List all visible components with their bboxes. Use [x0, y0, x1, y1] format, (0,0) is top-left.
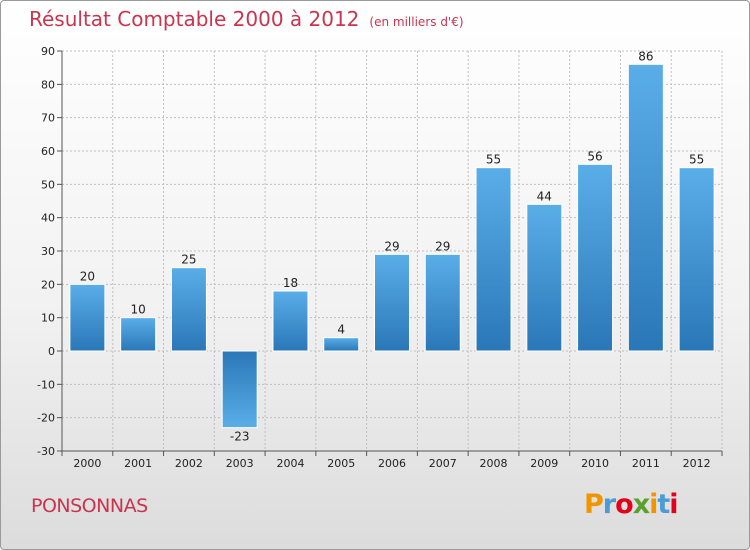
data-label: 55: [486, 153, 501, 167]
data-label: 29: [435, 239, 450, 253]
x-tick-label: 2004: [276, 457, 304, 470]
x-tick-label: 2011: [632, 457, 660, 470]
axis-layer: -30 -20 -10 0 10 20 30 40 50 60 70 80 90: [37, 45, 723, 458]
bar-layer: [69, 63, 715, 429]
y-tick-label: -10: [37, 378, 55, 391]
chart-title: Résultat Comptable 2000 à 2012 (en millie…: [29, 7, 464, 31]
data-label: 25: [181, 253, 196, 267]
logo-letter: o: [615, 489, 634, 520]
x-tick-label: 2008: [480, 457, 508, 470]
y-tick-label: 20: [41, 278, 55, 291]
bar: [170, 267, 207, 352]
data-label: 4: [337, 323, 345, 337]
x-tick-label: 2007: [429, 457, 457, 470]
data-label: 29: [384, 239, 399, 253]
x-tick-label: 2002: [175, 457, 203, 470]
data-label: 44: [537, 189, 552, 203]
data-label: 55: [689, 153, 704, 167]
data-label: 20: [80, 269, 95, 283]
y-tick-label: 60: [41, 145, 55, 158]
bar: [323, 337, 360, 352]
bar: [424, 253, 461, 352]
bar: [627, 63, 664, 352]
x-tick-label: 2012: [683, 457, 711, 470]
bar: [120, 317, 157, 352]
y-tick-label: 40: [41, 212, 55, 225]
data-label: -23: [230, 430, 250, 444]
bar: [374, 253, 410, 352]
data-label: 86: [638, 49, 653, 63]
x-tick-label: 2009: [530, 457, 558, 470]
y-tick-label: 50: [41, 178, 55, 191]
y-tick-label: 30: [41, 245, 55, 258]
x-tick-label: 2003: [226, 457, 254, 470]
logo-letter: P: [584, 489, 604, 520]
bar: [272, 290, 309, 352]
y-tick-label: 0: [48, 345, 55, 358]
bar: [577, 163, 614, 352]
logo-letter: r: [602, 489, 616, 520]
y-tick-label: -30: [37, 445, 55, 458]
x-tick-label: 2010: [581, 457, 609, 470]
x-tick-label: 2000: [73, 457, 101, 470]
chart-subtitle: (en milliers d'€): [369, 15, 464, 29]
grid-layer: [61, 50, 723, 452]
y-tick-label: 10: [41, 312, 55, 325]
bar: [526, 203, 563, 352]
proxiti-logo: Proxiti: [584, 489, 679, 520]
x-tick-label: 2005: [327, 457, 355, 470]
bar: [69, 283, 106, 352]
label-layer: 20 2000 10 2001 25 2002 -23 2003 18 2004 4 2005 29 20…: [73, 49, 710, 470]
bar: [221, 350, 258, 429]
bar: [678, 167, 715, 352]
logo-letter: x: [632, 489, 650, 520]
x-tick-label: 2006: [378, 457, 406, 470]
y-tick-label: 70: [41, 112, 55, 125]
commune-name: PONSONNAS: [31, 495, 148, 517]
logo-letter: t: [657, 489, 670, 520]
data-label: 10: [131, 303, 146, 317]
y-tick-label: -20: [37, 412, 55, 425]
data-label: 56: [587, 149, 602, 163]
logo-letter: i: [669, 489, 678, 520]
x-tick-label: 2001: [124, 457, 152, 470]
logo-letter: i: [649, 489, 658, 520]
bar: [475, 167, 512, 352]
y-tick-label: 90: [41, 45, 55, 58]
y-tick-label: 80: [41, 78, 55, 91]
data-label: 18: [283, 276, 298, 290]
